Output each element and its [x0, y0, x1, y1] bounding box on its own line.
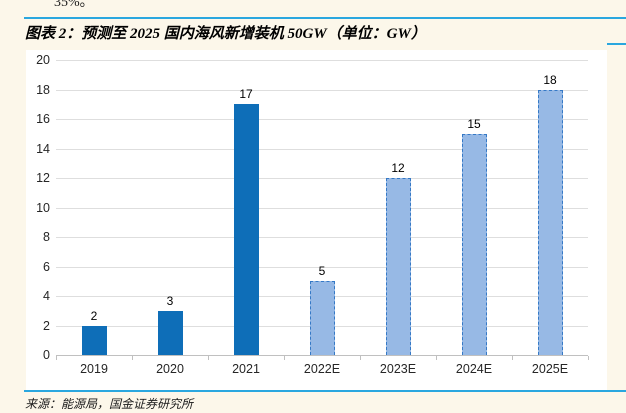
y-axis-tick-label: 16	[36, 112, 50, 126]
y-axis-tick-label: 2	[43, 318, 50, 333]
bar-forecast-2022E	[309, 281, 335, 355]
x-axis-tick	[56, 356, 57, 360]
x-axis-category-label: 2019	[80, 362, 108, 376]
x-axis-tick	[360, 356, 361, 360]
bar-chart: 0 2 4 6 8 10 12 14 16 18 20 2 2019 3 2020 17 2021 5 2022E 1…	[26, 50, 607, 390]
x-axis-line	[56, 355, 588, 356]
y-axis-tick-label: 14	[36, 141, 50, 156]
bar-value-label: 15	[467, 116, 481, 131]
x-axis-tick	[588, 356, 589, 360]
bar-value-label: 17	[239, 87, 253, 102]
x-axis-category-label: 2025E	[531, 362, 569, 376]
bar-2020	[157, 310, 183, 355]
y-axis-tick-label: 6	[43, 259, 50, 274]
x-axis-tick	[512, 356, 513, 360]
source-note: 来源：能源局，国金证券研究所	[25, 397, 194, 411]
gridline	[56, 237, 588, 238]
gridline	[56, 207, 588, 209]
y-axis-tick-label: 12	[36, 171, 50, 185]
bar-2019	[81, 325, 107, 355]
bar-forecast-2024E	[461, 133, 487, 355]
x-axis-tick	[436, 356, 437, 360]
bar-2021	[233, 104, 259, 355]
gridline	[56, 178, 588, 179]
bar-value-label: 5	[318, 264, 326, 279]
x-axis-category-label: 2022E	[303, 362, 341, 376]
x-axis-category-label: 2021	[232, 362, 260, 376]
figure-bottom-rule	[24, 390, 626, 392]
gridline	[56, 89, 588, 91]
gridline	[56, 266, 588, 268]
cropped-paragraph-text: 35%。	[54, 0, 94, 10]
y-axis-tick-label: 8	[43, 230, 50, 244]
gridline	[56, 60, 588, 61]
gridline	[56, 119, 588, 120]
figure-title: 图表 2：预测至 2025 国内海风新增装机 50GW（单位：GW）	[25, 26, 426, 42]
x-axis-tick	[132, 356, 133, 360]
x-axis-category-label: 2023E	[379, 362, 417, 376]
x-axis-tick	[284, 356, 285, 360]
bar-value-label: 12	[391, 161, 405, 175]
y-axis-tick-label: 0	[43, 348, 50, 362]
right-column-rule-fragment	[607, 43, 626, 45]
y-axis-tick-label: 18	[36, 82, 50, 97]
bar-value-label: 18	[543, 72, 557, 87]
bar-forecast-2023E	[385, 178, 411, 355]
y-axis-tick-label: 10	[36, 200, 50, 215]
y-axis-tick-label: 4	[43, 289, 50, 303]
x-axis-tick	[208, 356, 209, 360]
bar-forecast-2025E	[537, 89, 563, 355]
gridline	[56, 148, 588, 150]
y-axis-tick-label: 20	[36, 53, 50, 67]
x-axis-category-label: 2024E	[455, 362, 493, 376]
title-top-rule	[24, 17, 626, 19]
x-axis-category-label: 2020	[156, 362, 184, 376]
bar-value-label: 2	[90, 308, 98, 323]
bar-value-label: 3	[166, 293, 174, 308]
